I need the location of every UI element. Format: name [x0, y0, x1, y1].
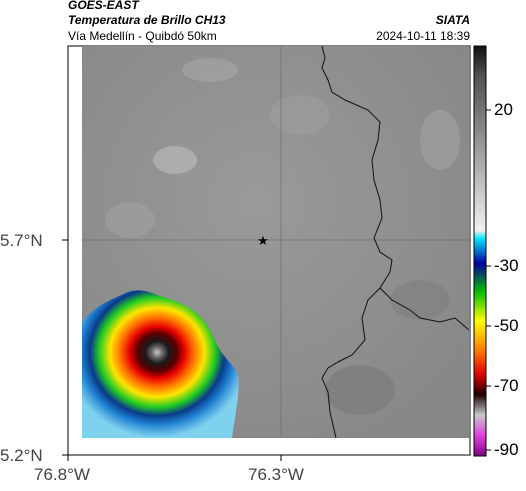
- agency-label: SIATA: [435, 13, 470, 27]
- datetime-label: 2024-10-11 18:39: [376, 29, 470, 43]
- border-line-1: [321, 46, 469, 331]
- colorbar-label-minus70: -70: [494, 376, 519, 395]
- satellite-title: GOES-EAST: [68, 0, 139, 12]
- lat-label-5-2: 5.2°N: [0, 446, 43, 465]
- colorbar-label-minus30: -30: [494, 256, 519, 275]
- product-title: Temperatura de Brillo CH13: [68, 13, 226, 27]
- colorbar-label-20: 20: [494, 100, 513, 119]
- colorbar-label-minus50: -50: [494, 316, 519, 335]
- star-icon: ★: [257, 234, 269, 249]
- lon-label-76-8: 76.8°W: [34, 465, 90, 484]
- convective-cloud: [82, 290, 239, 438]
- border-line-2: [321, 287, 381, 438]
- route-label: Vía Medellín - Quibdó 50km: [68, 29, 217, 43]
- lat-label-5-7: 5.7°N: [0, 231, 43, 250]
- colorbar-label-minus90: -90: [494, 440, 519, 459]
- colorbar: [473, 45, 487, 457]
- lon-label-76-3: 76.3°W: [248, 465, 304, 484]
